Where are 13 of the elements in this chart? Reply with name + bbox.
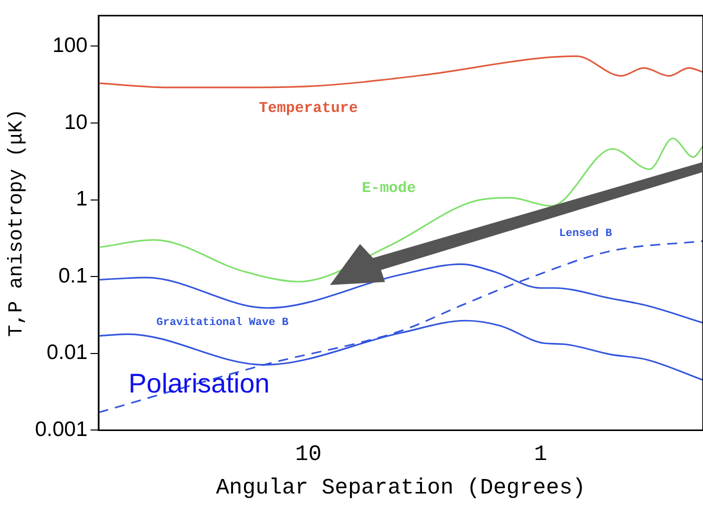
- series-label: Lensed B: [559, 228, 612, 240]
- x-axis-title: Angular Separation (Degrees): [216, 476, 586, 501]
- series-label: E-mode: [362, 180, 416, 197]
- y-tick-label: 0.01: [46, 341, 88, 364]
- annotation: Polarisation: [128, 368, 270, 399]
- y-tick-label: 0.1: [58, 264, 88, 288]
- series-label: Temperature: [258, 100, 358, 118]
- series-label: Gravitational Wave B: [156, 316, 289, 329]
- y-tick-label: 1: [76, 188, 88, 211]
- y-tick-label: 0.001: [34, 418, 88, 441]
- y-tick-label: 10: [64, 110, 88, 134]
- y-axis-title: T,P anisotropy (μK): [5, 108, 28, 337]
- y-tick-label: 100: [52, 34, 88, 57]
